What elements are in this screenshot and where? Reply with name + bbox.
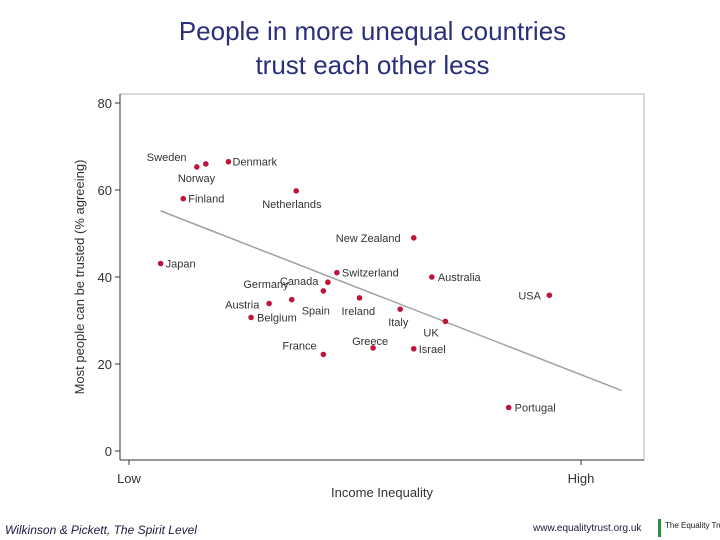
data-point (334, 269, 340, 276)
point-label: USA (518, 290, 541, 302)
data-point (320, 351, 327, 358)
point-label: Spain (302, 306, 330, 318)
data-point (442, 318, 449, 325)
title-line-1: People in more unequal countries (178, 16, 567, 46)
equality-trust-logo: The Equality Trust (656, 517, 720, 537)
y-tick-label: 40 (98, 270, 112, 285)
y-axis-title: Most people can be trusted (% agreeing) (72, 160, 87, 395)
data-point (225, 158, 232, 165)
data-point (288, 296, 295, 303)
y-tick-label: 20 (98, 357, 112, 372)
x-tick-label: High (568, 471, 595, 486)
point-label: Sweden (147, 152, 187, 164)
data-point (266, 300, 272, 307)
point-label: Norway (178, 173, 216, 185)
data-point (325, 279, 331, 286)
point-label: Portugal (515, 403, 556, 415)
point-label: UK (423, 327, 439, 339)
logo-bar (658, 519, 661, 537)
y-tick-label: 0 (105, 444, 112, 459)
slide-title: People in more unequal countries trust e… (0, 14, 720, 82)
point-label: Germany (243, 279, 289, 291)
data-point (370, 345, 376, 351)
website-link[interactable]: www.equalitytrust.org.uk (533, 523, 642, 534)
data-point (356, 295, 363, 301)
point-label: Greece (352, 336, 388, 348)
data-point (505, 404, 512, 411)
point-label: Australia (438, 272, 482, 284)
data-point (429, 274, 435, 280)
point-label: Belgium (257, 312, 297, 324)
title-line-2: trust each other less (255, 50, 490, 80)
y-tick-label: 60 (98, 183, 112, 198)
data-point (194, 164, 200, 170)
point-label: Austria (225, 300, 260, 312)
trend-line (160, 210, 622, 392)
logo-text: The Equality Trust (665, 521, 720, 530)
data-point (546, 292, 553, 299)
point-label: Israel (419, 344, 446, 356)
point-label: Italy (388, 317, 409, 329)
point-label: Netherlands (262, 199, 322, 211)
x-axis-title: Income Inequality (331, 485, 433, 500)
data-point (320, 288, 327, 294)
point-label: Denmark (232, 157, 277, 169)
point-label: Ireland (342, 306, 376, 318)
data-point (180, 195, 187, 202)
point-label: New Zealand (336, 233, 401, 245)
data-point (397, 306, 404, 312)
data-point (157, 260, 164, 267)
citation: Wilkinson & Pickett, The Spirit Level (5, 523, 197, 537)
data-point (248, 314, 254, 321)
point-label: France (282, 340, 316, 352)
data-point (203, 161, 209, 167)
data-point (293, 188, 300, 194)
point-label: Switzerland (342, 268, 399, 280)
point-label: Canada (280, 276, 319, 288)
x-tick-label: Low (117, 471, 141, 486)
point-label: Finland (188, 194, 224, 206)
y-tick-label: 80 (98, 96, 112, 111)
data-point (410, 345, 417, 352)
data-point (410, 235, 417, 241)
point-label: Japan (166, 259, 196, 271)
